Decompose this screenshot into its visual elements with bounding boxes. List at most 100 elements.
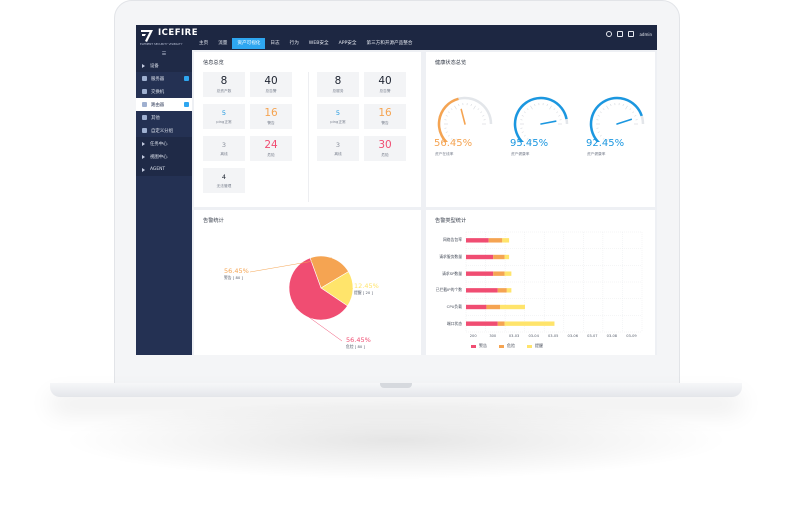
logo[interactable]: ICEFIRE ELEMENT SECURITY VISIBILITY [140,28,198,47]
logo-mark-icon [141,30,153,42]
pie-label-value: 56.45% [224,267,249,275]
legend-item[interactable]: 危险 [499,343,515,349]
panel-title: 告警类型统计 [435,218,467,224]
export-icon[interactable] [617,31,624,37]
bar-segment[interactable] [466,321,498,326]
x-tick-label: 03-06 [567,334,578,338]
sidebar-item[interactable]: 任务中心 [136,137,192,150]
stat-card[interactable]: 3 离线 [203,136,245,161]
bar-segment[interactable] [466,254,494,260]
stat-label: 总服务 [332,89,344,93]
stat-card[interactable]: 8 总服务 [317,72,359,97]
menu-toggle-icon[interactable]: ☰ [136,50,192,59]
gauge-tick [473,105,476,110]
pie-slice[interactable] [288,257,348,321]
x-tick-label: 03-09 [626,334,637,338]
sidebar-item[interactable]: 其他 [136,111,192,124]
bar-segment[interactable] [497,321,505,326]
sidebar-item[interactable]: 交换机 [136,85,192,98]
bar-segment[interactable] [502,238,510,243]
stat-value: 8 [334,75,342,87]
sidebar-item-label: 其他 [151,115,160,121]
stat-card[interactable]: 40 总告警 [364,72,406,97]
legend-swatch [499,344,504,348]
gauge-label: 资产健康率 [587,152,606,156]
x-tick-label: 200 [469,334,477,338]
pie-leader-line [349,286,354,290]
stat-card[interactable]: 5 ping正常 [203,104,245,129]
stat-card[interactable]: 4 无法管理 [203,168,245,193]
bar-segment[interactable] [486,304,501,310]
sidebar-item-label: 自定义分组 [151,128,173,134]
gauge-tick [450,108,453,111]
bar-segment[interactable] [493,254,505,260]
gauge-value: 92.45% [586,138,625,149]
stat-card[interactable]: 40 总告警 [250,72,292,97]
laptop-base [50,383,742,397]
nav-item[interactable]: 资产可视化 [232,38,266,49]
bar-category-label: 网络告包率 [443,237,462,243]
pie-slice[interactable] [309,255,349,289]
gauge-tick [606,105,609,110]
bar-segment[interactable] [506,288,512,293]
bar-category-label: 端口状态 [446,320,462,326]
x-tick-label: 03-08 [606,334,618,338]
legend-swatch [471,344,476,348]
gauge-tick [445,115,448,117]
gauge-fill [513,96,568,142]
expand-icon[interactable] [184,102,189,107]
bar-segment[interactable] [488,238,503,243]
nav-item[interactable]: APP安全 [338,41,357,46]
bar-segment[interactable] [504,271,512,276]
stat-value: 24 [264,139,278,151]
stat-card[interactable]: 16 警告 [250,104,292,129]
stat-card[interactable]: 24 危险 [250,136,292,161]
gauge-tick [450,137,453,140]
sidebar-item[interactable]: 服务器 [136,72,192,85]
nav-item[interactable]: 行为 [289,41,299,46]
bar-segment[interactable] [466,271,494,276]
nav-item[interactable]: 主页 [199,41,209,46]
sidebar-item[interactable]: 设备 [136,59,192,72]
legend-item[interactable]: 提醒 [527,343,543,349]
stat-value: 8 [220,75,228,87]
sidebar-item[interactable]: AGENT [136,163,192,176]
user-name[interactable]: admin [639,31,652,37]
stat-card[interactable]: 16 警告 [364,104,406,129]
stat-card[interactable]: 5 ping正常 [317,104,359,129]
logout-icon[interactable] [628,31,635,37]
pie-label-value: 56.45% [346,336,371,344]
bar-segment[interactable] [466,288,498,293]
gauge-tick [445,131,448,133]
stat-card[interactable]: 30 危险 [364,136,406,161]
bar-segment[interactable] [500,304,525,310]
gauge-tick [553,108,556,111]
legend-label: 危险 [507,343,515,348]
gear-icon[interactable] [606,31,613,37]
sidebar-item[interactable]: 路由器 [136,98,192,111]
gauge-tick [599,111,602,114]
stat-card[interactable]: 3 离线 [317,136,359,161]
bar-segment[interactable] [497,288,507,293]
gauge-tick [482,115,485,117]
stat-card[interactable]: 8 总资产数 [203,72,245,97]
gauge-needle [460,108,466,125]
bar-segment[interactable] [466,304,487,310]
nav-item[interactable]: WEB安全 [308,41,329,46]
legend-item[interactable]: 警告 [471,343,487,349]
sidebar-item[interactable]: 视图中心 [136,150,192,163]
bar-segment[interactable] [504,321,555,326]
nav-item[interactable]: 流量 [218,41,228,46]
sidebar-item[interactable]: 自定义分组 [136,124,192,137]
bar-segment[interactable] [466,238,489,243]
nav-item[interactable]: 第三方和开源产品整合 [366,41,413,46]
expand-icon[interactable] [184,76,189,81]
gauge-tick [454,138,457,142]
bar-segment[interactable] [504,254,510,260]
gauge-tick [632,111,635,114]
gauge-tick [447,111,450,114]
stat-label: 总告警 [265,89,277,93]
nav-item[interactable]: 日志 [270,41,280,46]
stat-label: 警告 [267,121,275,125]
bar-segment[interactable] [493,271,505,276]
